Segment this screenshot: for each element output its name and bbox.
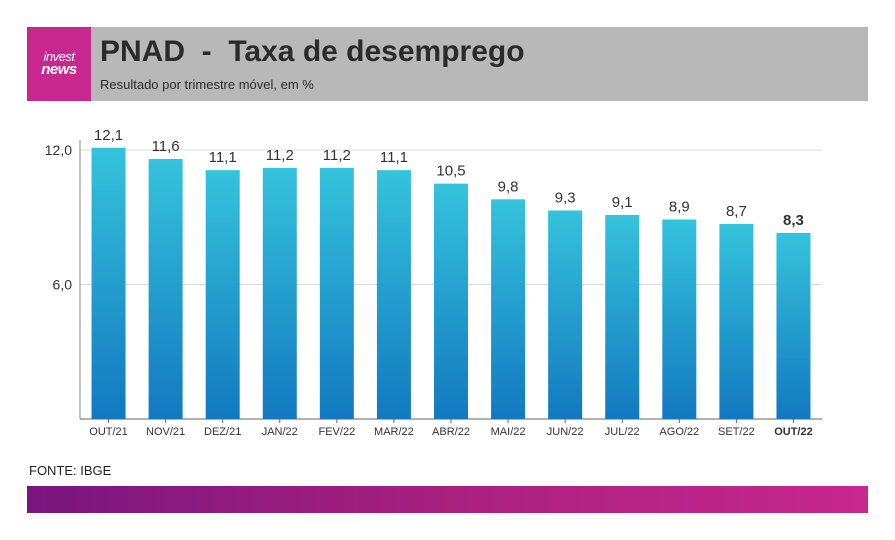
value-label: 11,1 (380, 149, 408, 166)
x-tick-label: OUT/21 (89, 426, 128, 438)
value-label: 11,2 (266, 147, 294, 164)
header-banner: invest news PNAD - Taxa de desemprego Re… (27, 27, 868, 101)
x-tick-label: MAI/22 (491, 426, 526, 438)
value-label: 9,8 (498, 178, 519, 195)
bar (548, 210, 583, 419)
chart-subtitle: Resultado por trimestre móvel, em % (100, 77, 314, 92)
value-label: 11,6 (152, 138, 180, 155)
bar (434, 183, 468, 419)
value-label: 8,9 (669, 198, 690, 215)
value-label: 11,2 (323, 147, 351, 164)
bar (491, 199, 526, 419)
value-label: 9,1 (612, 194, 633, 211)
value-label: 12,1 (94, 127, 123, 144)
x-tick-label: JAN/22 (262, 426, 298, 438)
investnews-logo: invest news (27, 27, 91, 101)
x-tick-label: DEZ/21 (204, 426, 241, 438)
bar (148, 158, 183, 419)
x-tick-label: FEV/22 (319, 426, 356, 438)
value-label: 10,5 (436, 163, 465, 180)
x-tick-label: JUN/22 (547, 426, 584, 438)
bar (205, 170, 240, 419)
logo-text-news: news (41, 61, 77, 79)
x-tick-label: OUT/22 (774, 426, 813, 438)
bar (719, 223, 754, 419)
logo-text-invest: invest (43, 49, 75, 65)
x-tick-label: SET/22 (718, 426, 755, 438)
value-label: 8,7 (726, 203, 747, 220)
bar (262, 167, 297, 419)
bar (605, 215, 640, 419)
bar-chart: 6,0 12,0 12,1 11,6 11,1 11,2 11,2 11,1 10,5 9,8 9… (45, 127, 822, 438)
bar (319, 167, 354, 419)
y-tick-label: 12,0 (45, 142, 72, 158)
source-note: FONTE: IBGE (29, 463, 112, 478)
bar (376, 170, 411, 419)
value-labels: 12,1 11,6 11,1 11,2 11,2 11,1 10,5 9,8 9,3 9,1 8,9… (94, 127, 804, 229)
bar (776, 232, 811, 419)
bars (91, 147, 811, 419)
footer-brand-bar (27, 486, 868, 513)
value-label: 11,1 (209, 149, 237, 166)
value-label: 9,3 (555, 190, 576, 207)
chart-title: PNAD - Taxa de desemprego (100, 35, 525, 68)
x-tick-label: ABR/22 (432, 426, 470, 438)
x-tick-label: JUL/22 (605, 426, 640, 438)
x-tick-label: NOV/21 (146, 426, 185, 438)
x-axis: OUT/21 NOV/21 DEZ/21 JAN/22 FEV/22 MAR/22 ABR/… (89, 419, 813, 438)
value-label: 8,3 (783, 212, 804, 229)
bar (662, 219, 697, 419)
x-tick-label: MAR/22 (374, 426, 414, 438)
y-tick-label: 6,0 (53, 277, 73, 293)
bar (91, 147, 126, 419)
x-tick-label: AGO/22 (659, 426, 699, 438)
